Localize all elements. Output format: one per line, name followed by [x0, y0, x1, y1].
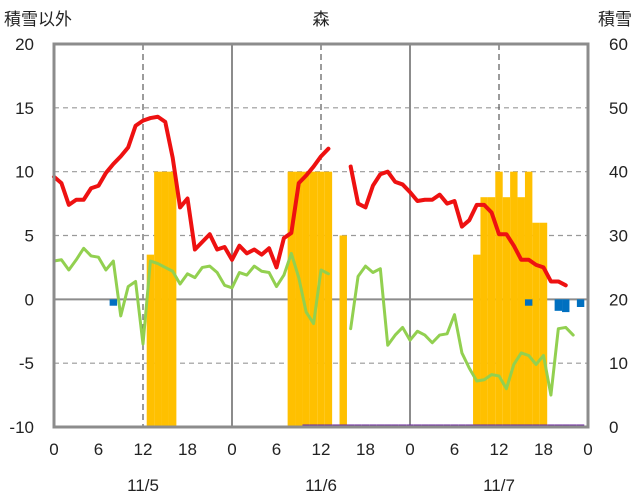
right-tick-label: 10 — [609, 354, 628, 373]
x-tick-label: 12 — [134, 440, 153, 459]
right-axis-label: 積雪 — [598, 10, 632, 30]
bar-mark — [295, 171, 303, 427]
x-tick-label: 0 — [227, 440, 236, 459]
bar-mark — [487, 197, 496, 427]
left-axis-ticks: 20 15 10 5 0 -5 -10 — [9, 35, 34, 437]
series-line — [52, 114, 331, 270]
x-tick-label: 12 — [490, 440, 509, 459]
right-tick-label: 0 — [609, 418, 618, 437]
day-labels: 11/5 11/6 11/7 — [127, 476, 515, 495]
left-tick-label: 5 — [25, 227, 34, 246]
bar-mark — [302, 171, 310, 427]
series-line — [52, 246, 330, 346]
bar-mark — [510, 171, 518, 427]
right-tick-label: 40 — [609, 163, 628, 182]
bar-mark — [473, 254, 481, 427]
left-tick-label: 20 — [15, 35, 34, 54]
x-tick-label: 0 — [49, 440, 58, 459]
bar-mark — [532, 222, 540, 427]
x-tick-label: 18 — [534, 440, 553, 459]
left-tick-label: -10 — [9, 418, 34, 437]
bar-mark — [146, 254, 155, 427]
bar-mark — [517, 197, 525, 427]
right-tick-label: 30 — [609, 227, 628, 246]
x-axis-ticks: 0 6 12 18 0 6 12 18 0 6 12 18 0 — [49, 440, 592, 459]
right-tick-label: 20 — [609, 290, 628, 309]
x-tick-label: 12 — [312, 440, 331, 459]
x-tick-label: 0 — [405, 440, 414, 459]
bar-mark — [480, 197, 488, 427]
bar-mark — [161, 171, 169, 427]
bar-mark — [309, 171, 318, 427]
bar-mark — [554, 299, 563, 311]
left-axis-label: 積雪以外 — [4, 10, 72, 30]
bar-mark — [287, 171, 296, 427]
bar-mark — [339, 235, 347, 427]
series-line — [349, 264, 575, 397]
plot-frame — [52, 42, 590, 429]
x-tick-label: 18 — [356, 440, 375, 459]
bar-mark — [317, 171, 325, 427]
left-tick-label: -5 — [19, 354, 34, 373]
bar-mark — [154, 171, 162, 427]
x-tick-label: 18 — [178, 440, 197, 459]
day-label: 11/5 — [127, 476, 159, 495]
bar-mark — [576, 299, 585, 307]
bar-mark — [539, 222, 548, 427]
right-tick-label: 50 — [609, 99, 628, 118]
right-axis-ticks: 60 50 40 30 20 10 0 — [609, 35, 628, 437]
x-tick-label: 6 — [450, 440, 459, 459]
left-tick-label: 15 — [15, 99, 34, 118]
lines-layer — [52, 114, 575, 397]
bar-mark — [495, 171, 503, 427]
bar-mark — [524, 299, 533, 306]
right-tick-label: 60 — [609, 35, 628, 54]
series-line — [348, 164, 568, 288]
x-tick-label: 6 — [272, 440, 281, 459]
bar-mark — [502, 197, 511, 427]
left-tick-label: 10 — [15, 163, 34, 182]
bar-mark — [324, 171, 333, 427]
bar-mark — [109, 299, 118, 306]
x-tick-label: 6 — [94, 440, 103, 459]
bar-mark — [168, 171, 177, 427]
day-label: 11/7 — [483, 476, 515, 495]
x-tick-label: 0 — [583, 440, 592, 459]
day-label: 11/6 — [305, 476, 337, 495]
bar-mark — [562, 299, 570, 313]
left-tick-label: 0 — [25, 290, 34, 309]
chart-title: 森 — [313, 10, 330, 30]
